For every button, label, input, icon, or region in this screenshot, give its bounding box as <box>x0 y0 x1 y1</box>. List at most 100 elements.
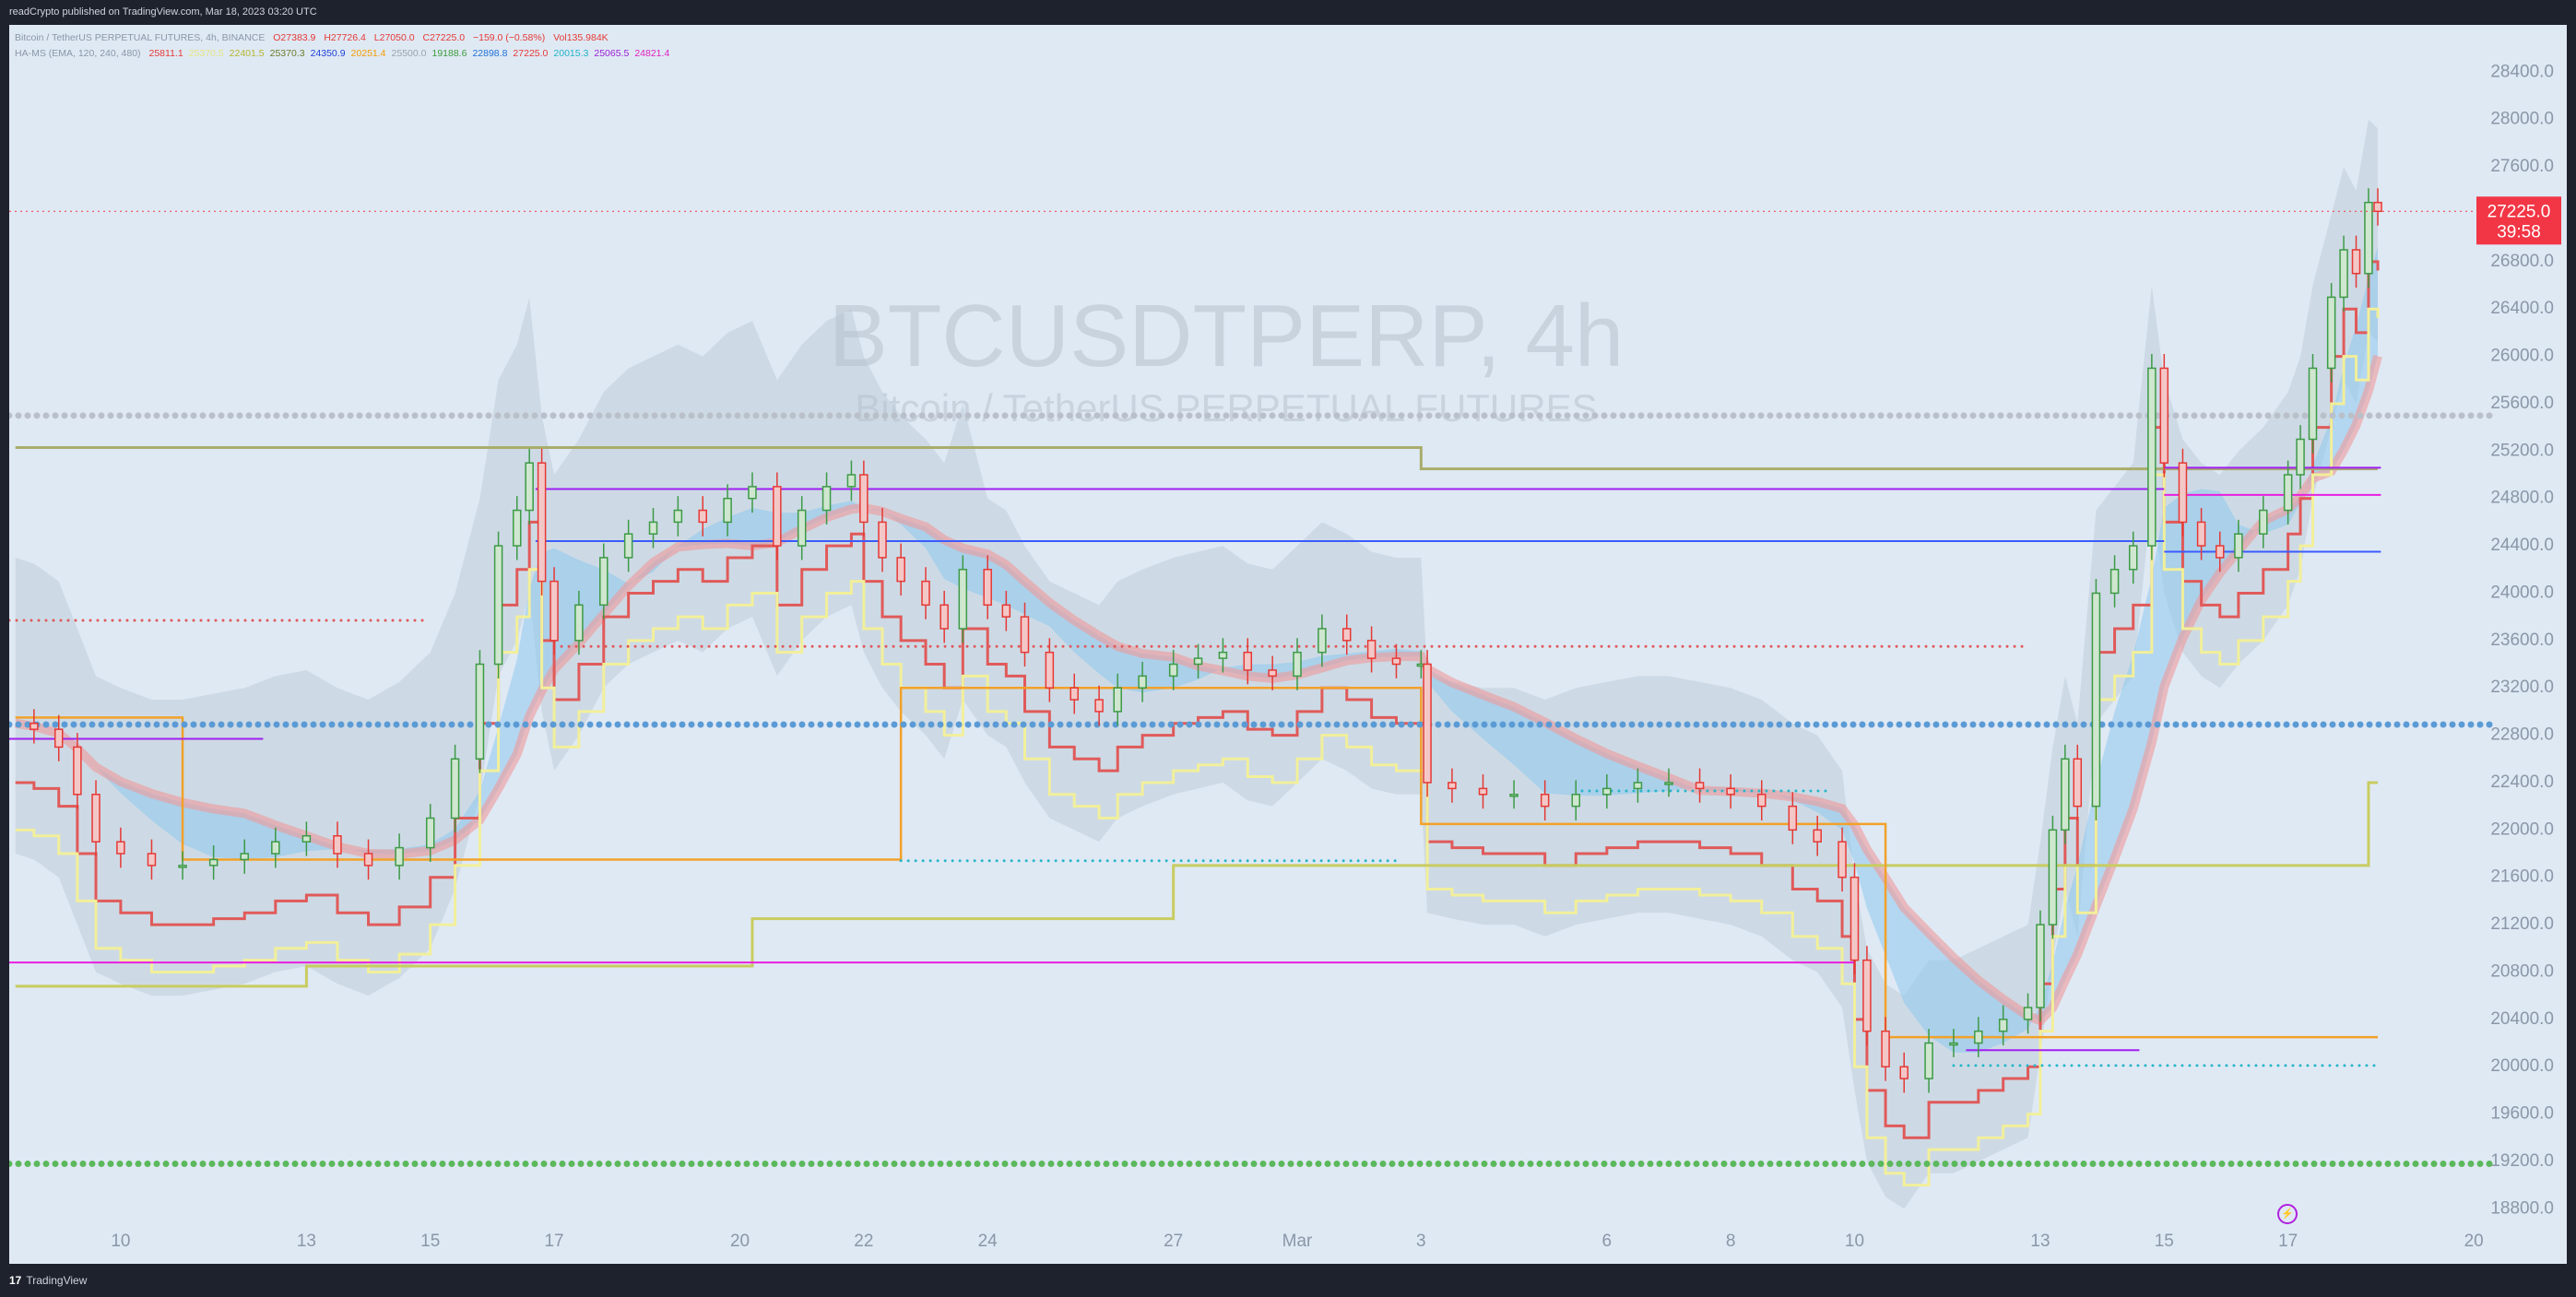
y-tick-label: 19600.0 <box>2490 1104 2554 1124</box>
legend-close: C27225.0 <box>422 32 466 43</box>
candle-body <box>2283 474 2293 512</box>
candle-body <box>2091 592 2101 808</box>
y-tick-label: 20800.0 <box>2490 961 2554 981</box>
candle-body <box>673 509 683 524</box>
x-tick-label: 24 <box>978 1232 998 1251</box>
chart-area[interactable]: BTCUSDTPERP, 4h Bitcoin / TetherUS PERPET… <box>9 25 2567 1264</box>
candle-body <box>1849 876 1860 961</box>
candle-body <box>1478 787 1488 796</box>
footer-bar: 17 TradingView <box>0 1264 2576 1297</box>
candle-body <box>1540 794 1550 808</box>
candle-body <box>1001 604 1011 618</box>
candle-body <box>878 521 887 559</box>
candle-body <box>1020 616 1030 654</box>
legend-symbol: Bitcoin / TetherUS PERPETUAL FUTURES, 4h… <box>15 32 266 43</box>
candle-body <box>1726 787 1735 796</box>
x-tick-label: 15 <box>2155 1232 2174 1251</box>
candle-body <box>1318 628 1327 654</box>
candle-body <box>2061 758 2070 831</box>
x-tick-label: 15 <box>420 1232 440 1251</box>
y-tick-label: 20000.0 <box>2490 1056 2554 1076</box>
candle-body <box>1837 841 1847 878</box>
x-tick-label: 8 <box>1726 1232 1736 1251</box>
candle-body <box>1218 651 1228 659</box>
candle-body <box>1293 651 1302 678</box>
candle-body <box>723 497 732 524</box>
candle-body <box>1756 794 1767 808</box>
published-text: readCrypto published on TradingView.com,… <box>9 6 317 18</box>
candle-body <box>1788 805 1798 831</box>
candle-body <box>1695 782 1705 790</box>
y-tick-label: 24800.0 <box>2490 489 2554 508</box>
legend-indicator-value: 25811.1 <box>148 48 183 59</box>
y-tick-label: 25600.0 <box>2490 394 2554 413</box>
candle-body <box>1881 1030 1890 1067</box>
legend-symbol-line: Bitcoin / TetherUS PERPETUAL FUTURES, 4h… <box>15 32 614 43</box>
legend-change: −159.0 (−0.58%) <box>472 32 546 43</box>
y-tick-label: 23600.0 <box>2490 631 2554 650</box>
candle-body <box>2159 367 2169 464</box>
legend-indicator-value: 19188.6 <box>431 48 467 59</box>
watermark-name: Bitcoin / TetherUS PERPETUAL FUTURES <box>855 386 1597 430</box>
legend-indicator-value: 25065.5 <box>594 48 630 59</box>
candle-body <box>2109 569 2120 595</box>
candle-body <box>2234 533 2243 559</box>
candle-body <box>698 509 707 524</box>
x-tick-label: 17 <box>2278 1232 2298 1251</box>
candle-body <box>1633 782 1643 790</box>
candle-body <box>116 841 125 855</box>
watermark-ticker: BTCUSDTPERP, 4h <box>829 287 1625 385</box>
candle-body <box>1341 628 1352 642</box>
orange-step-line <box>15 686 2379 1039</box>
candle-body <box>2048 829 2058 926</box>
bar-countdown: 39:58 <box>2497 222 2541 242</box>
olive-upper-step-line <box>15 446 2379 471</box>
candle-body <box>1602 787 1612 796</box>
candle-body <box>1813 829 1822 843</box>
candle-body <box>773 486 782 547</box>
candle-body <box>2023 1007 2033 1020</box>
x-tick-label: 10 <box>1845 1232 1864 1251</box>
candle-body <box>493 545 503 666</box>
candle-body <box>2073 758 2083 808</box>
tradingview-logo-icon: 17 <box>9 1274 22 1287</box>
candle-body <box>2259 509 2268 536</box>
candle-body <box>1571 794 1581 808</box>
x-tick-label: 13 <box>2030 1232 2050 1251</box>
y-tick-label: 19200.0 <box>2490 1151 2554 1171</box>
x-tick-label: 20 <box>730 1232 750 1251</box>
tradingview-logo[interactable]: 17 TradingView <box>9 1274 87 1287</box>
x-tick-label: 20 <box>2464 1232 2484 1251</box>
candle-body <box>450 758 460 819</box>
candle-body <box>1094 699 1104 713</box>
candle-body <box>1664 782 1673 785</box>
legend-volume: Vol135.984K <box>553 32 609 43</box>
ema-line-slow <box>14 354 2382 1026</box>
y-tick-label: 28000.0 <box>2490 110 2554 129</box>
candle-body <box>2373 201 2382 213</box>
legend-indicator-line: HA-MS (EMA, 120, 240, 480) 25811.1 25370.… <box>15 48 675 59</box>
candle-body <box>1862 959 1872 1032</box>
candle-body <box>958 569 968 630</box>
olive-lower-step-line <box>15 781 2379 988</box>
legend-indicator-value: 20015.3 <box>553 48 589 59</box>
last-price-value: 27225.0 <box>2487 202 2551 221</box>
y-tick-label: 26800.0 <box>2490 252 2554 271</box>
candle-body <box>363 853 373 867</box>
candle-body <box>2308 367 2318 441</box>
last-price-box <box>2476 196 2561 245</box>
legend-indicator-value: 25370.5 <box>188 48 224 59</box>
y-tick-label: 21600.0 <box>2490 867 2554 887</box>
candle-body <box>939 604 949 630</box>
candle-body <box>2351 249 2361 275</box>
x-tick-label: 6 <box>1602 1232 1613 1251</box>
candle-body <box>525 462 534 512</box>
lightning-icon[interactable]: ⚡ <box>2277 1204 2298 1224</box>
legend-low: L27050.0 <box>373 32 415 43</box>
candle-body <box>178 865 187 868</box>
candle-body <box>1509 794 1518 797</box>
y-tick-label: 28400.0 <box>2490 62 2554 81</box>
candle-body <box>797 509 807 547</box>
candle-body <box>425 817 435 849</box>
